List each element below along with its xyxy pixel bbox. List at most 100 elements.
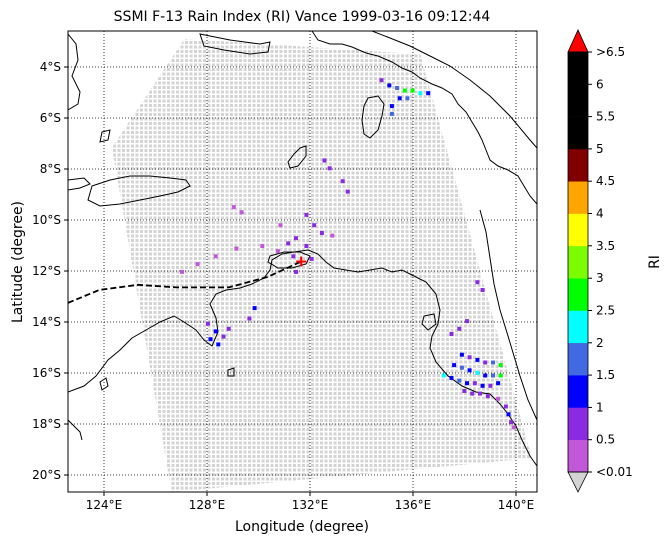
rain-point xyxy=(472,381,477,386)
rain-point xyxy=(511,425,516,430)
colorbar-segment xyxy=(568,439,588,473)
coastline-sulawesi-east xyxy=(68,33,81,111)
rain-point xyxy=(294,236,298,241)
rain-point xyxy=(389,111,394,116)
rain-point xyxy=(483,360,488,365)
colorbar-tick-label: 3 xyxy=(596,271,604,285)
colorbar-tick-label: 4.5 xyxy=(596,174,615,188)
coastline-tiwi-islands xyxy=(267,251,311,269)
colorbar-segment xyxy=(568,52,588,85)
colorbar-tick-label: 0.5 xyxy=(596,433,615,447)
colorbar-tick-label: 2.5 xyxy=(596,304,615,318)
rain-point xyxy=(239,210,244,215)
colorbar-tick-label: >6.5 xyxy=(596,45,625,59)
colorbar-segments xyxy=(568,52,588,473)
y-axis: 4°S 6°S 8°S 10°S 12°S 14°S 16°S 18°S 20°… xyxy=(10,60,68,482)
rain-point xyxy=(465,319,469,324)
map-frame xyxy=(67,30,538,493)
rain-point xyxy=(205,321,210,326)
rain-point xyxy=(496,396,501,401)
rain-point xyxy=(389,104,394,109)
rain-point xyxy=(312,223,317,228)
rain-point xyxy=(379,78,384,83)
rain-point xyxy=(475,370,480,375)
rain-point xyxy=(319,231,324,235)
y-tick-label: 4°S xyxy=(40,60,61,74)
rain-point xyxy=(260,244,265,248)
colorbar-segment xyxy=(568,116,588,150)
rain-point xyxy=(418,91,423,96)
coastline-islands-north xyxy=(287,145,307,169)
colorbar-tick-label: 4 xyxy=(596,207,604,221)
colorbar-segment xyxy=(568,375,588,408)
rain-point xyxy=(475,357,480,362)
coastline-timor xyxy=(87,175,191,207)
coastline-tanimbar xyxy=(99,129,111,143)
x-tick-label: 132°E xyxy=(292,498,329,512)
coastline-new-guinea-north xyxy=(371,31,537,149)
y-tick-label: 20°S xyxy=(32,468,61,482)
rain-point xyxy=(475,280,480,285)
colorbar-tick-label: 1 xyxy=(596,400,604,414)
rain-point xyxy=(480,383,485,388)
y-axis-title: Latitude (degree) xyxy=(10,201,26,323)
coastline-groote xyxy=(421,313,437,331)
rain-point xyxy=(410,88,415,93)
rain-point xyxy=(221,334,226,339)
rain-point xyxy=(286,241,291,246)
coastline-cape-york xyxy=(479,209,537,421)
coastline-flores xyxy=(68,177,91,191)
rain-point xyxy=(247,316,252,321)
y-tick-label: 6°S xyxy=(40,111,61,125)
rain-point xyxy=(226,326,231,331)
rain-point xyxy=(465,381,469,386)
colorbar: <0.01 0.5 1 1.5 2 2.5 3 3.5 4 4.5 5 5.5 6 >6.5 RI xyxy=(567,29,663,493)
rain-point xyxy=(441,373,446,378)
colorbar-segment xyxy=(568,342,588,376)
rain-point xyxy=(506,412,511,417)
colorbar-tick-label: 2 xyxy=(596,336,604,350)
chart-title: SSMI F-13 Rain Index (RI) Vance 1999-03-… xyxy=(114,9,491,25)
rain-point xyxy=(470,391,475,396)
rain-point xyxy=(252,306,257,311)
rain-point xyxy=(278,223,283,228)
colorbar-segment xyxy=(568,213,588,247)
rain-point xyxy=(231,205,236,210)
y-tick-label: 10°S xyxy=(32,213,61,227)
rain-point xyxy=(330,233,335,238)
rain-point xyxy=(322,158,327,163)
y-tick-label: 16°S xyxy=(32,366,61,380)
coastline-new-guinea xyxy=(311,31,537,205)
rain-point xyxy=(180,269,184,274)
storm-center-marker xyxy=(296,256,307,267)
coastline-aru-islands xyxy=(361,95,385,139)
colorbar-segment xyxy=(568,310,588,344)
colorbar-tick-label: <0.01 xyxy=(596,465,633,479)
rain-point xyxy=(213,329,218,334)
colorbar-segment xyxy=(568,84,588,117)
rain-point xyxy=(498,373,503,378)
rain-point xyxy=(327,166,332,171)
rain-point xyxy=(452,363,457,368)
x-tick-label: 128°E xyxy=(189,498,226,512)
rain-point xyxy=(340,179,345,184)
rain-point xyxy=(405,96,410,101)
colorbar-tick-label: 3.5 xyxy=(596,239,615,253)
rain-point xyxy=(462,389,467,393)
x-axis-title: Longitude (degree) xyxy=(235,519,369,535)
colorbar-segment xyxy=(568,278,588,311)
rain-point xyxy=(216,342,221,347)
colorbar-segment xyxy=(568,181,588,214)
x-axis: 124°E 128°E 132°E 136°E 140°E Longitude … xyxy=(86,492,534,535)
rain-point xyxy=(345,189,350,194)
rain-point xyxy=(304,212,309,217)
rain-point xyxy=(291,254,296,259)
rain-point xyxy=(397,96,402,101)
rain-point xyxy=(467,355,472,360)
colorbar-frame xyxy=(567,51,589,473)
rain-point xyxy=(503,404,508,409)
rain-point xyxy=(491,360,495,365)
rain-point xyxy=(213,254,218,259)
storm-track xyxy=(68,260,302,304)
